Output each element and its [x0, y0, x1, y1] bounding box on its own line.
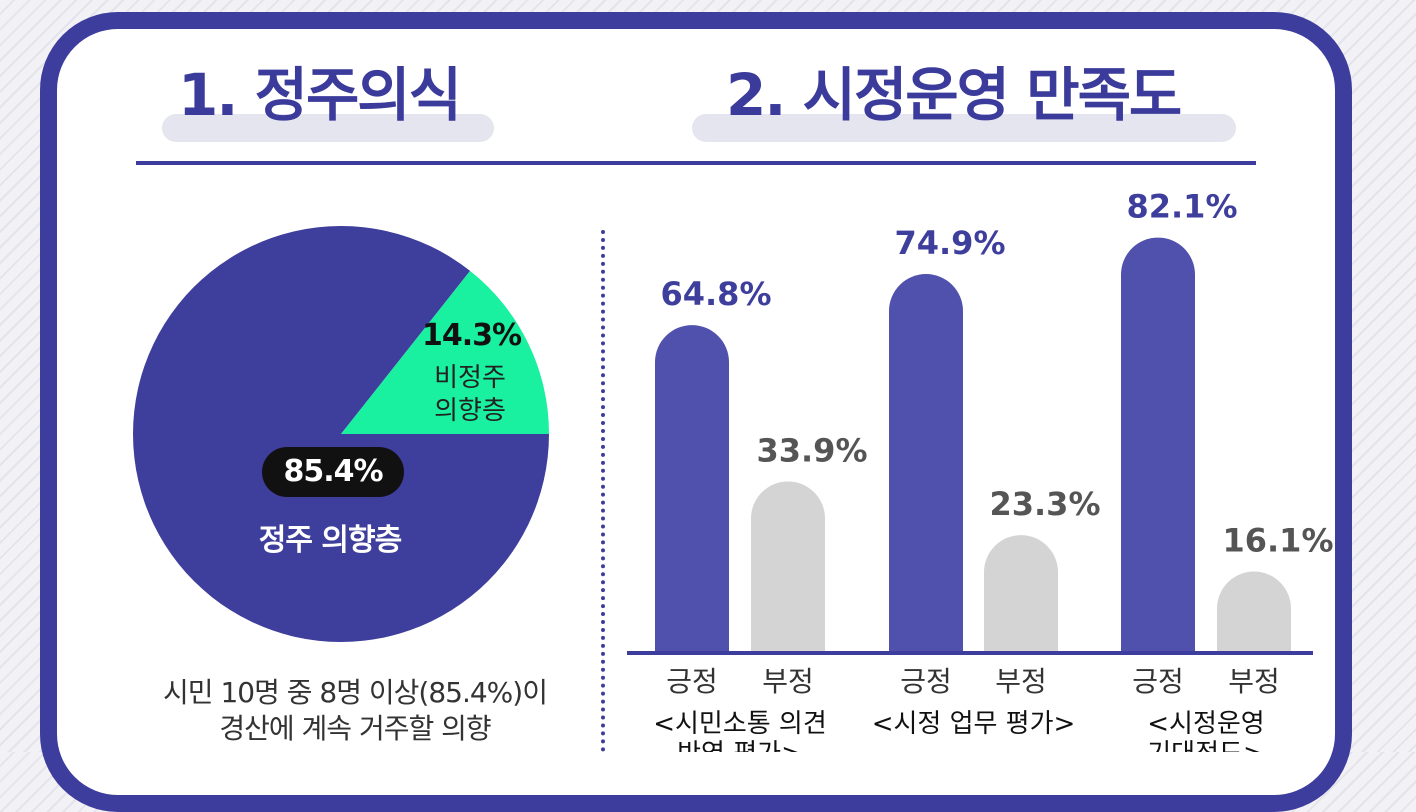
- divider-rule: [136, 161, 1256, 165]
- bar-category-label: 긍정: [666, 665, 718, 698]
- bar-category-label: 부정: [762, 665, 814, 698]
- bar-chart: 64.8% 긍정 33.9% 부정 <시민소통 의견반영 평가> 74.9% 긍정 23.3%…: [627, 188, 1334, 752]
- bar-positive: [889, 274, 963, 653]
- group-label: <시정 업무 평가>: [872, 709, 1076, 739]
- bar-value-label: 16.1%: [1222, 522, 1333, 560]
- pie-slice-minor: [341, 270, 549, 434]
- minor-slice-label-line: 비정주: [434, 363, 506, 393]
- pie-summary: 시민 10명 중 8명 이상(85.4%)이 경산에 계속 거주할 의향: [110, 675, 600, 747]
- bar-category-label: 부정: [1228, 665, 1280, 698]
- minor-slice-label-line: 의향층: [434, 395, 506, 426]
- summary-line: 시민 10명 중 8명 이상(85.4%)이: [163, 676, 548, 709]
- bar-value-label: 33.9%: [756, 431, 867, 469]
- bar-category-label: 긍정: [900, 665, 952, 698]
- bar-value-label: 82.1%: [1126, 188, 1237, 226]
- section1-title: 1. 정주의식: [178, 61, 462, 129]
- bar-category-label: 부정: [995, 665, 1047, 698]
- minor-slice-label: 비정주 의향층: [418, 362, 522, 427]
- bar-value-label: 64.8%: [660, 275, 771, 313]
- bar-positive: [1121, 237, 1195, 653]
- minor-slice-value: 14.3%: [422, 318, 522, 353]
- group-label: 기대정도>: [1147, 739, 1264, 752]
- bar-negative: [1217, 571, 1291, 653]
- bar-category-label: 긍정: [1132, 665, 1184, 698]
- bar-negative: [751, 481, 826, 653]
- bar-baseline: [627, 651, 1313, 655]
- group-label: <시정운영: [1147, 709, 1264, 739]
- title-highlight: [692, 114, 1236, 142]
- title-highlight: [162, 114, 494, 142]
- bar-positive: [655, 325, 729, 653]
- bar-value-label: 23.3%: [989, 485, 1100, 523]
- group-label: 반영 평가>: [677, 739, 803, 752]
- major-slice-label: 정주 의향층: [258, 523, 402, 558]
- pie-chart: [133, 225, 549, 642]
- dotted-separator: [601, 230, 605, 752]
- group-label: <시민소통 의견: [653, 709, 827, 739]
- summary-line: 경산에 계속 거주할 의향: [219, 712, 491, 745]
- section2-title: 2. 시정운영 만족도: [726, 61, 1182, 129]
- bar-value-label: 74.9%: [894, 224, 1005, 262]
- bar-negative: [984, 535, 1058, 653]
- major-slice-value: 85.4%: [262, 447, 404, 497]
